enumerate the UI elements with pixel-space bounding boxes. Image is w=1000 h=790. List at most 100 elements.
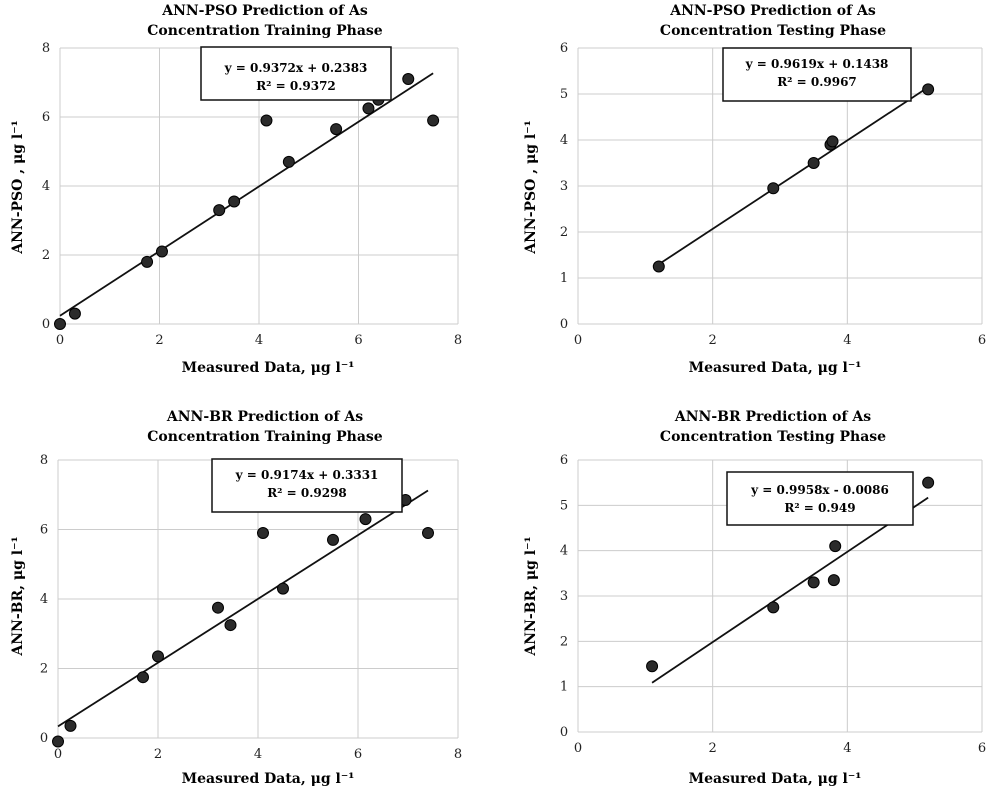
y-tick-label: 0 (560, 317, 568, 332)
data-point (330, 123, 343, 136)
y-tick-label: 5 (560, 498, 568, 513)
data-point (152, 650, 164, 663)
y-tick-label: 6 (40, 523, 48, 538)
data-point (652, 260, 665, 273)
panel-br-training: ANN-BR Prediction of As Concentration Tr… (10, 409, 462, 787)
trendline (59, 72, 434, 317)
y-tick-label: 2 (40, 662, 48, 677)
chart-title-line-2: Concentration Training Phase (147, 23, 383, 39)
r-squared-label: R² = 0.9967 (777, 75, 857, 89)
y-tick-label: 0 (40, 731, 48, 746)
chart-title-line-2: Concentration Training Phase (147, 429, 383, 445)
data-point (829, 540, 842, 553)
data-point (137, 671, 149, 684)
x-tick-label: 2 (709, 333, 717, 348)
data-point (327, 533, 339, 546)
y-axis-label: ANN-PSO , μg l⁻¹ (10, 120, 26, 254)
x-tick-label: 4 (254, 747, 262, 762)
data-point (826, 135, 839, 148)
trendline (57, 489, 429, 728)
equation-box (726, 471, 914, 526)
y-tick-label: 2 (560, 225, 568, 240)
x-tick-label: 0 (56, 333, 64, 348)
x-tick-label: 6 (354, 747, 362, 762)
x-tick-label: 8 (454, 333, 462, 348)
r-squared-label: R² = 0.9372 (256, 79, 336, 93)
data-point (422, 526, 434, 539)
x-tick-label: 8 (454, 747, 462, 762)
data-point (402, 73, 415, 86)
y-tick-label: 6 (42, 110, 50, 125)
data-point (362, 102, 375, 115)
x-tick-label: 0 (574, 333, 582, 348)
chart-title-line-1: ANN-PSO Prediction of As (161, 3, 368, 19)
x-tick-label: 4 (843, 741, 851, 756)
data-point (224, 619, 237, 632)
chart-title-line-2: Concentration Testing Phase (660, 429, 886, 445)
equation-box (722, 47, 912, 102)
data-point (282, 155, 295, 168)
chart-title-line-1: ANN-PSO Prediction of As (669, 3, 876, 19)
x-tick-label: 2 (154, 747, 162, 762)
plot-area: 0 2 4 6 8 0 2 4 6 8 (42, 41, 462, 348)
y-axis-label: ANN-BR, μg l⁻¹ (523, 536, 539, 656)
equation-box (200, 46, 392, 101)
x-tick-label: 0 (54, 747, 62, 762)
trendline-equation: y = 0.9958x - 0.0086 (750, 483, 889, 497)
y-tick-label: 6 (560, 41, 568, 56)
y-tick-label: 8 (40, 453, 48, 468)
data-point (359, 513, 372, 526)
plot-area: 0 2 4 6 0 1 2 3 4 5 6 (560, 453, 986, 756)
panel-pso-testing: ANN-PSO Prediction of As Concentration T… (523, 3, 986, 376)
y-tick-label: 4 (42, 179, 50, 194)
data-point (64, 719, 77, 732)
data-point (277, 582, 289, 595)
y-axis-label: ANN-BR, μg l⁻¹ (10, 536, 26, 656)
data-point (257, 526, 269, 539)
trendline (651, 496, 929, 684)
data-point (922, 83, 935, 96)
chart-title-line-1: ANN-BR Prediction of As (674, 409, 871, 425)
x-tick-label: 6 (978, 333, 986, 348)
y-tick-label: 3 (560, 589, 568, 604)
trendline-equation: y = 0.9372x + 0.2383 (224, 61, 368, 75)
x-axis-label: Measured Data, μg l⁻¹ (689, 360, 862, 376)
data-point (212, 601, 224, 614)
x-axis-label: Measured Data, μg l⁻¹ (182, 360, 355, 376)
trendline (658, 86, 929, 266)
chart-title-line-2: Concentration Testing Phase (660, 23, 886, 39)
data-point (141, 255, 154, 268)
x-tick-label: 4 (843, 333, 851, 348)
panel-br-testing: ANN-BR Prediction of As Concentration Te… (523, 409, 986, 787)
data-point (827, 574, 840, 587)
data-point (228, 195, 241, 208)
data-point (68, 307, 81, 320)
data-point (260, 114, 273, 127)
equation-box (211, 458, 403, 513)
data-point (54, 318, 66, 330)
x-tick-label: 2 (155, 333, 163, 348)
data-point (807, 576, 820, 589)
x-tick-label: 6 (978, 741, 986, 756)
x-tick-label: 4 (255, 333, 263, 348)
data-point (52, 735, 64, 748)
data-point (767, 182, 780, 195)
data-point (767, 601, 780, 614)
x-axis-label: Measured Data, μg l⁻¹ (689, 771, 862, 787)
y-tick-label: 1 (560, 680, 568, 695)
trendline-equation: y = 0.9619x + 0.1438 (745, 57, 889, 71)
y-axis-label: ANN-PSO , μg l⁻¹ (523, 120, 539, 254)
y-tick-label: 4 (560, 544, 568, 559)
x-tick-label: 0 (574, 741, 582, 756)
chart-title-line-1: ANN-BR Prediction of As (166, 409, 363, 425)
x-tick-label: 6 (354, 333, 362, 348)
y-tick-label: 8 (42, 41, 50, 56)
y-tick-label: 5 (560, 87, 568, 102)
data-point (646, 660, 659, 673)
x-tick-label: 2 (709, 741, 717, 756)
x-axis-label: Measured Data, μg l⁻¹ (182, 771, 355, 787)
y-tick-label: 4 (40, 592, 48, 607)
data-point (427, 114, 440, 127)
data-point (922, 476, 935, 489)
